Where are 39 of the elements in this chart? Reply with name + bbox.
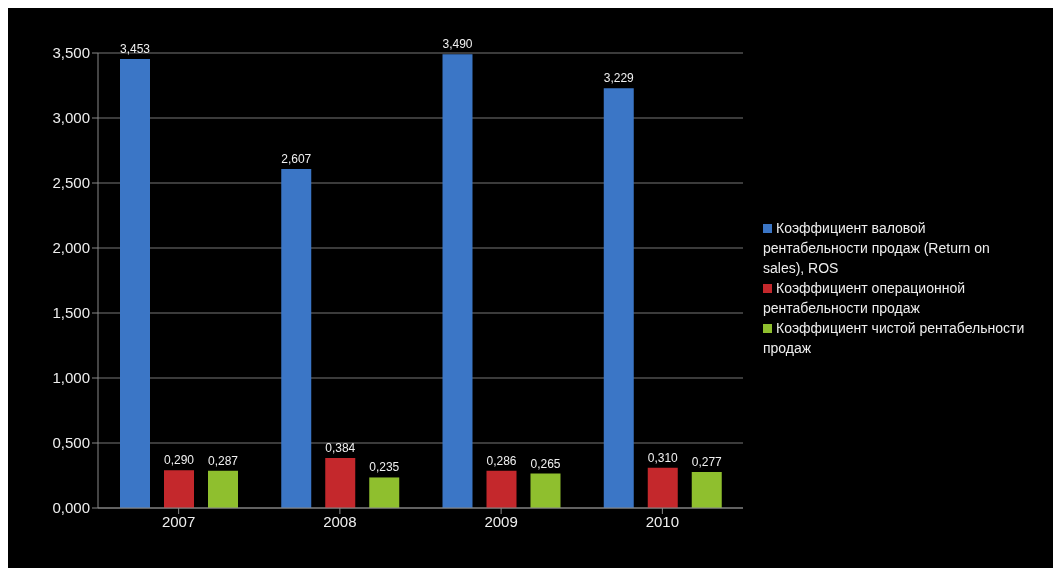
y-tick-label: 0,000 bbox=[52, 499, 90, 517]
bar bbox=[442, 54, 473, 508]
data-label: 0,265 bbox=[530, 456, 561, 471]
data-label: 3,490 bbox=[442, 37, 473, 52]
data-label: 0,287 bbox=[207, 453, 239, 468]
legend-label: Коэффициент чистой рентабельности продаж bbox=[763, 320, 1025, 356]
x-tick-label: 2007 bbox=[161, 512, 196, 530]
data-label: 0,310 bbox=[647, 450, 679, 465]
data-label: 2,607 bbox=[281, 152, 312, 167]
x-tick-label: 2009 bbox=[484, 512, 518, 530]
bar bbox=[281, 169, 312, 508]
legend-label: Коэффициент операционной рентабельности продаж bbox=[763, 280, 966, 316]
bar bbox=[369, 477, 400, 508]
bar bbox=[647, 467, 678, 508]
bar bbox=[691, 471, 722, 508]
y-tick-label: 2,000 bbox=[52, 239, 90, 257]
data-label: 0,290 bbox=[163, 453, 195, 468]
y-tick-label: 2,500 bbox=[52, 174, 90, 192]
bar bbox=[325, 458, 356, 508]
bar bbox=[486, 470, 517, 508]
data-label: 3,453 bbox=[119, 42, 151, 57]
y-tick-label: 3,500 bbox=[52, 44, 90, 62]
bar bbox=[120, 59, 150, 508]
y-tick-label: 1,500 bbox=[52, 304, 90, 322]
y-tick-label: 3,000 bbox=[52, 109, 90, 127]
data-label: 3,229 bbox=[603, 71, 635, 86]
y-tick-label: 0,500 bbox=[52, 434, 90, 452]
bar bbox=[603, 88, 634, 508]
data-label: 0,277 bbox=[691, 454, 723, 469]
bar bbox=[164, 470, 194, 508]
legend-label: Коэффициент валовой рентабельности продаж (Return on sales), ROS bbox=[763, 220, 990, 276]
bar bbox=[530, 473, 561, 508]
data-label: 0,286 bbox=[486, 453, 517, 468]
y-tick-label: 1,000 bbox=[52, 369, 90, 387]
data-label: 0,384 bbox=[325, 441, 356, 456]
data-label: 0,235 bbox=[369, 460, 400, 475]
bar bbox=[208, 470, 238, 508]
x-tick-label: 2010 bbox=[645, 512, 680, 530]
x-tick-label: 2008 bbox=[323, 512, 357, 530]
